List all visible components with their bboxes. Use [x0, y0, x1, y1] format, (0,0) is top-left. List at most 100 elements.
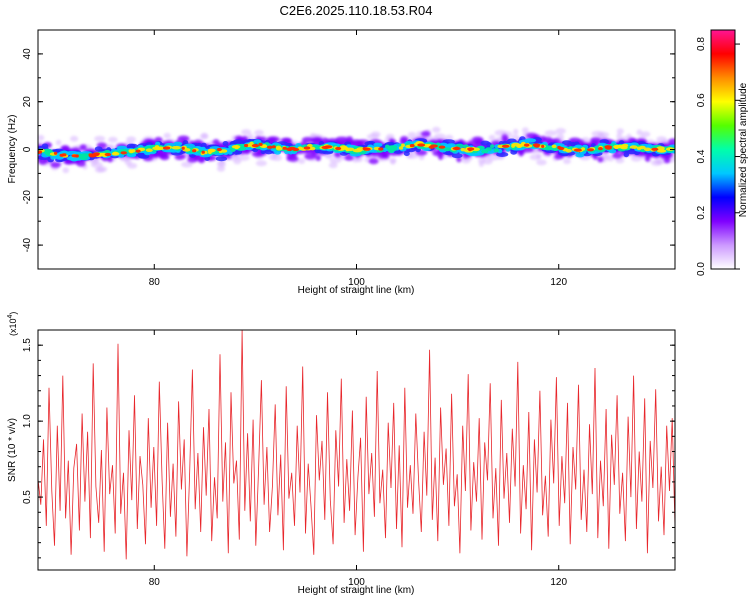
spectrogram-cell	[403, 151, 410, 157]
spectrogram-cell	[200, 133, 209, 140]
spectrogram-cell	[94, 135, 106, 142]
spectrogram-cell	[181, 146, 185, 150]
spectrogram-cell	[562, 140, 572, 146]
spectrogram-cell	[200, 142, 207, 148]
spectrogram-cell	[438, 145, 446, 149]
spectrogram-cell	[493, 148, 500, 153]
spectrogram-cell	[381, 151, 388, 158]
spectrogram-cell	[346, 136, 353, 143]
spectrogram-cell	[201, 150, 205, 154]
spectrogram-cell	[438, 154, 443, 160]
spectrogram-cell	[575, 153, 585, 158]
snr-y-axis-label: SNR (10 * v/v)	[7, 418, 18, 482]
spectrogram-cell	[42, 148, 53, 153]
spectrogram-cell	[162, 146, 171, 150]
snr-y-tick-label: 0.5	[22, 490, 33, 504]
spectrogram-cell	[88, 153, 94, 157]
spectrogram-cell	[344, 154, 354, 161]
spectrogram-x-tick-label: 80	[149, 277, 161, 288]
spectrogram-cell	[244, 143, 249, 148]
spectrogram-cell	[656, 158, 663, 165]
colorbar-ticks: 0.0 0.2 0.4 0.6 0.8	[696, 37, 740, 276]
spectrogram-cell	[418, 154, 425, 161]
spectrogram-x-tick-label: 120	[550, 277, 567, 288]
spectrogram-cell	[303, 146, 311, 150]
spectrogram-y-axis-label: Frequency (Hz)	[7, 115, 18, 184]
spectrogram-cell	[518, 150, 524, 157]
spectrogram-cell	[53, 151, 58, 155]
spectrogram-cell	[597, 147, 603, 151]
spectrogram-cell	[591, 130, 604, 137]
spectrogram-cell	[335, 146, 342, 151]
spectrogram-cell	[378, 147, 384, 151]
spectrogram-cell	[477, 157, 486, 164]
spectrogram-cell	[128, 149, 133, 153]
spectrogram-cell	[541, 144, 545, 148]
spectrogram-cell	[605, 146, 612, 150]
spectrogram-y-tick-label: -40	[22, 237, 33, 252]
spectrogram-cell	[126, 143, 136, 149]
spectrogram-cell	[597, 156, 604, 163]
spectrogram-cell	[468, 148, 472, 152]
spectrogram-cell	[266, 145, 274, 149]
spectrogram-cell	[328, 162, 338, 169]
colorbar-tick-label: 0.8	[696, 37, 707, 51]
spectrogram-cell	[557, 145, 561, 150]
spectrogram-cell	[271, 155, 283, 161]
spectrogram-cell	[79, 144, 87, 151]
snr-x-axis-label: Height of straight line (km)	[298, 585, 415, 596]
spectrogram-cell	[390, 158, 396, 165]
spectrogram-cell	[94, 146, 103, 152]
spectrogram-cell	[513, 128, 519, 135]
spectrogram-cell	[606, 155, 615, 162]
spectrogram-cell	[565, 149, 572, 153]
spectrogram-cell	[563, 158, 571, 165]
spectrogram-cell	[157, 152, 169, 159]
spectrogram-cell	[258, 142, 263, 146]
spectrogram-cell	[222, 141, 229, 146]
snr-x-tick-label: 100	[348, 577, 365, 588]
spectrogram-cell	[386, 145, 394, 150]
spectrogram-cell	[324, 145, 333, 149]
spectrogram-cell	[70, 135, 79, 142]
spectrogram-cell	[651, 147, 659, 151]
spectrogram-cell	[163, 132, 171, 139]
spectrogram-cell	[401, 143, 405, 147]
spectrogram-cell	[490, 144, 495, 149]
colorbar-label: Normalized spectral amplitude	[738, 82, 749, 217]
spectrogram-cell	[181, 161, 193, 168]
spectrogram-cell	[536, 159, 547, 166]
spectrogram-cell	[409, 144, 415, 148]
spectrogram-cell	[276, 146, 283, 151]
spectrogram-cell	[522, 127, 529, 134]
spectrogram-cell	[658, 148, 665, 153]
spectrogram-cell	[97, 166, 108, 173]
spectrogram-cell	[310, 132, 316, 139]
spectrogram-cell	[536, 153, 542, 160]
spectrogram-y-tick-label: 20	[22, 96, 33, 108]
spectrogram-cell	[551, 144, 557, 149]
spectrogram-y-tick-label: 0	[22, 146, 33, 152]
colorbar: 0.0 0.2 0.4 0.6 0.8 Normalized spectral ampl…	[696, 29, 749, 276]
spectrogram-cell	[573, 148, 582, 152]
spectrogram-x-ticks: 80 100 120	[149, 30, 568, 288]
spectrogram-cell	[420, 130, 431, 137]
spectrogram-cell	[126, 136, 137, 143]
snr-panel: 80 100 120 0.5 1.0 1.5 Height of straight li…	[7, 312, 676, 596]
spectrogram-cell	[362, 147, 369, 151]
spectrogram-cell	[135, 149, 141, 153]
spectrogram-cell	[108, 136, 118, 143]
spectrogram-cell	[663, 157, 671, 164]
spectrogram-cell	[626, 149, 638, 155]
spectrogram-cell	[192, 149, 197, 153]
spectrogram-cell	[298, 158, 306, 164]
spectrogram-cell	[533, 144, 540, 148]
spectrogram-cell	[368, 158, 379, 165]
spectrogram-cell	[215, 156, 228, 162]
snr-y-multiplier: (x104)	[7, 312, 18, 336]
spectrogram-cell	[544, 130, 557, 137]
spectrogram-cell	[443, 147, 452, 152]
spectrogram-cell	[519, 143, 526, 147]
spectrogram-cell	[230, 147, 236, 152]
